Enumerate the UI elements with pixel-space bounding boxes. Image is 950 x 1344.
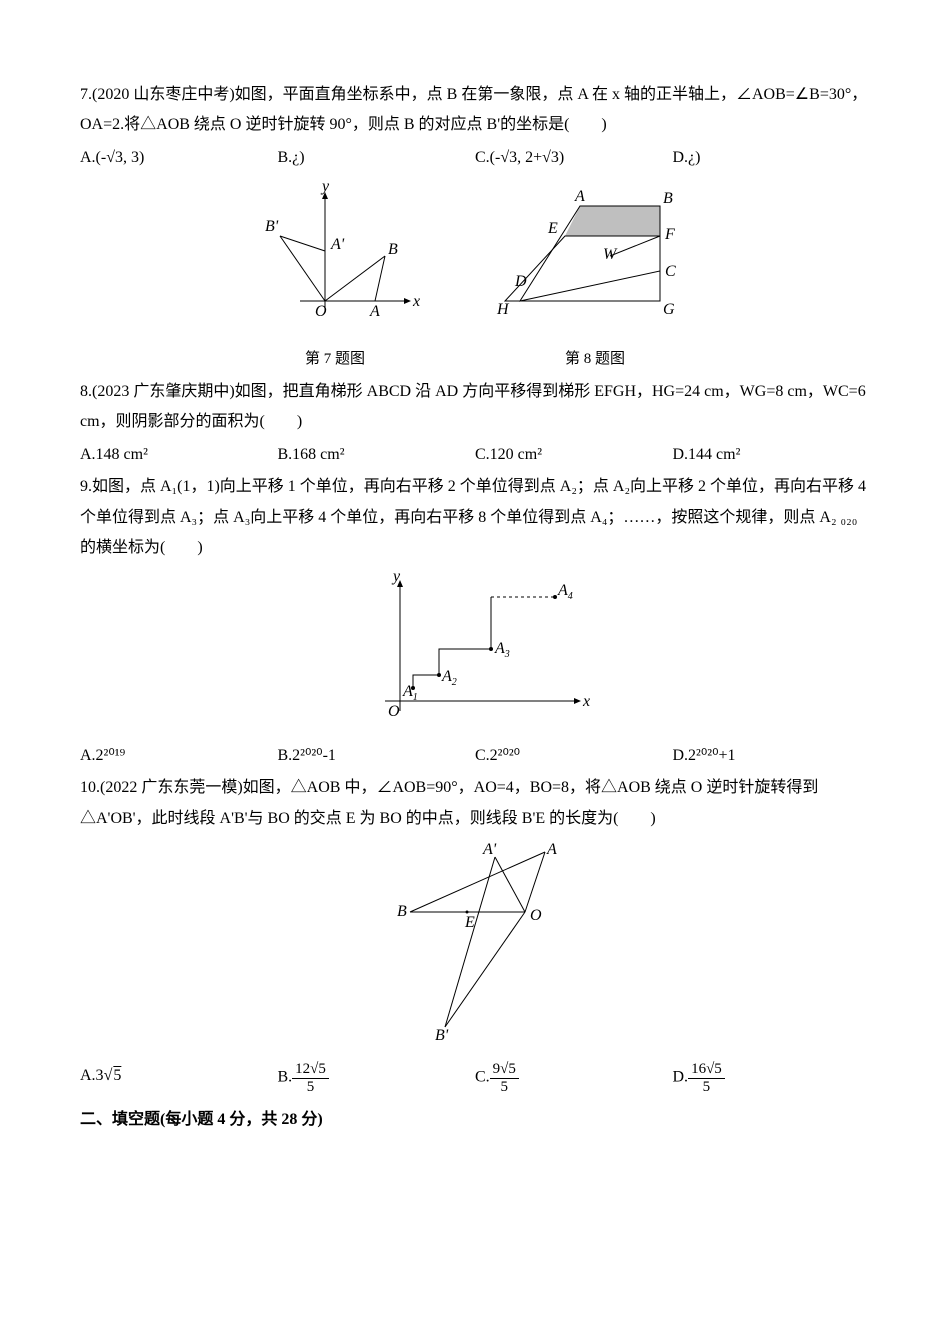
q9-text: 9.如图，点 A₁(1，1)向上平移 1 个单位，再向右平移 2 个单位得到点 … (80, 472, 870, 563)
svg-text:O: O (388, 703, 400, 720)
fig7-svg: y x O A B A' B' (245, 181, 425, 331)
q7-options: A.(-√3, 3) B.¿) C.(-√3, 2+√3) D.¿) (80, 143, 870, 173)
q8-opt-d: D.144 cm² (673, 440, 871, 470)
fig9-svg: O x y A1 A2 A3 A4 (355, 571, 595, 721)
fig8-caption: 第 8 题图 (485, 345, 705, 374)
q10-d-den: 5 (688, 1079, 725, 1096)
q10-opt-d: D.16√55 (673, 1061, 871, 1095)
svg-text:A: A (574, 188, 585, 205)
svg-text:F: F (664, 226, 675, 243)
svg-text:E: E (464, 914, 475, 931)
fig9-block: O x y A1 A2 A3 A4 (80, 571, 870, 732)
svg-text:y: y (391, 571, 401, 585)
svg-text:A3: A3 (494, 640, 510, 660)
svg-text:B: B (388, 241, 398, 258)
svg-text:E: E (547, 220, 558, 237)
svg-text:H: H (496, 301, 510, 318)
q7-text: 7.(2020 山东枣庄中考)如图，平面直角坐标系中，点 B 在第一象限，点 A… (80, 80, 870, 141)
svg-text:O: O (315, 303, 327, 320)
fig8-svg: A B C D E F G H W (485, 181, 705, 331)
section-2-heading: 二、填空题(每小题 4 分，共 28 分) (80, 1105, 870, 1135)
q10-c-num: 9√5 (490, 1061, 519, 1079)
q7-opt-d: D.¿) (673, 143, 871, 173)
q9-opt-c: C.2²⁰²⁰ (475, 741, 673, 771)
q7-opt-b: B.¿) (278, 143, 476, 173)
svg-text:W: W (603, 246, 618, 263)
fig10-block: A A' B O E B' (80, 842, 870, 1053)
q10-opt-a: A.3 5 (80, 1061, 278, 1095)
q10-a-pre: A.3 (80, 1067, 104, 1084)
q10-b-num: 12√5 (292, 1061, 329, 1079)
q9-options: A.2²⁰¹⁹ B.2²⁰²⁰-1 C.2²⁰²⁰ D.2²⁰²⁰+1 (80, 741, 870, 771)
svg-text:B': B' (435, 1027, 449, 1042)
q10-c-pre: C. (475, 1069, 490, 1086)
q9-opt-a: A.2²⁰¹⁹ (80, 741, 278, 771)
q10-options: A.35 B.12√55 C.9√55 D.16√55 (80, 1061, 870, 1095)
q10-a-sqrt: 5 (112, 1067, 121, 1084)
q10-c-den: 5 (490, 1079, 519, 1096)
fig10-svg: A A' B O E B' (375, 842, 575, 1042)
q9-opt-d: D.2²⁰²⁰+1 (673, 741, 871, 771)
svg-text:B': B' (265, 218, 279, 235)
q8-opt-b: B.168 cm² (278, 440, 476, 470)
q10-opt-b: B.12√55 (278, 1061, 476, 1095)
q10-opt-c: C.9√55 (475, 1061, 673, 1095)
svg-text:A2: A2 (441, 668, 457, 688)
q10-b-den: 5 (292, 1079, 329, 1096)
svg-text:y: y (320, 181, 330, 195)
q8-text: 8.(2023 广东肇庆期中)如图，把直角梯形 ABCD 沿 AD 方向平移得到… (80, 377, 870, 438)
q8-opt-a: A.148 cm² (80, 440, 278, 470)
svg-text:B: B (663, 190, 673, 207)
svg-text:x: x (412, 293, 420, 310)
svg-text:A: A (369, 303, 380, 320)
figs-7-8: y x O A B A' B' 第 7 题图 A B C D E F (80, 181, 870, 373)
fig8-block: A B C D E F G H W 第 8 题图 (485, 181, 705, 373)
q7-opt-a: A.(-√3, 3) (80, 143, 278, 173)
q7-opt-c: C.(-√3, 2+√3) (475, 143, 673, 173)
q8-options: A.148 cm² B.168 cm² C.120 cm² D.144 cm² (80, 440, 870, 470)
q9-opt-b: B.2²⁰²⁰-1 (278, 741, 476, 771)
fig7-block: y x O A B A' B' 第 7 题图 (245, 181, 425, 373)
svg-text:B: B (397, 903, 407, 920)
svg-text:A4: A4 (557, 582, 573, 602)
svg-text:A1: A1 (402, 683, 418, 703)
q8-opt-c: C.120 cm² (475, 440, 673, 470)
svg-text:x: x (582, 693, 590, 710)
q10-b-pre: B. (278, 1069, 293, 1086)
q10-d-pre: D. (673, 1069, 689, 1086)
svg-text:A: A (546, 842, 557, 858)
svg-text:D: D (514, 273, 527, 290)
fig7-caption: 第 7 题图 (245, 345, 425, 374)
svg-text:G: G (663, 301, 675, 318)
svg-text:A': A' (482, 842, 497, 858)
svg-text:C: C (665, 263, 676, 280)
q10-d-num: 16√5 (688, 1061, 725, 1079)
q10-text: 10.(2022 广东东莞一模)如图，△AOB 中，∠AOB=90°，AO=4，… (80, 773, 870, 834)
svg-text:A': A' (330, 236, 345, 253)
svg-text:O: O (530, 907, 542, 924)
